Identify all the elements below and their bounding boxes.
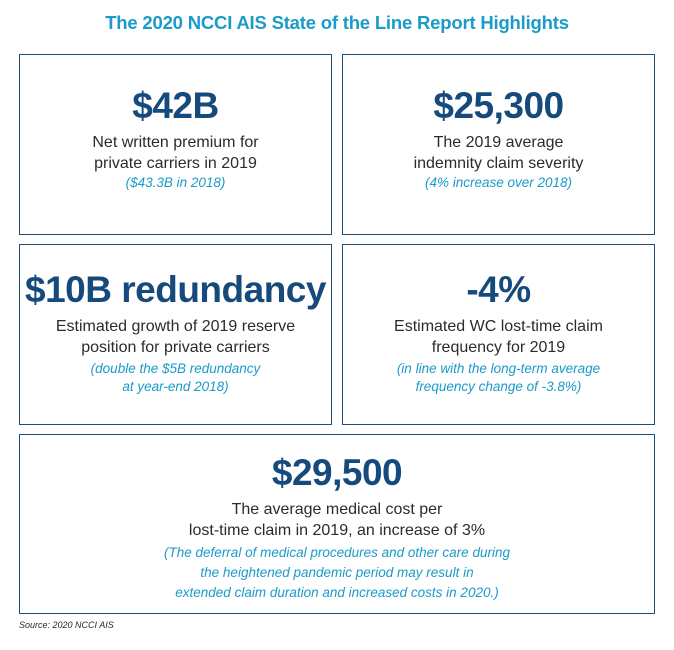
card-description: Net written premium for private carriers… xyxy=(20,132,331,174)
highlight-card-net-written-premium: $42B Net written premium for private car… xyxy=(19,54,332,235)
card-description-line: lost-time claim in 2019, an increase of … xyxy=(188,522,486,539)
card-stat: $25,300 xyxy=(433,85,564,126)
highlight-card-reserve-redundancy: $10B redundancy Estimated growth of 2019… xyxy=(19,244,332,425)
card-description-line: indemnity claim severity xyxy=(413,155,584,172)
card-note: (4% increase over 2018) xyxy=(343,174,654,192)
card-description-line: The average medical cost per xyxy=(231,501,443,518)
card-description-line: Estimated growth of 2019 reserve xyxy=(55,318,296,335)
card-note: (in line with the long-term average freq… xyxy=(343,360,654,396)
card-description: Estimated growth of 2019 reserve positio… xyxy=(20,316,331,358)
card-stat: $42B xyxy=(132,85,219,126)
card-stat: $10B redundancy xyxy=(25,269,326,310)
card-description-line: Net written premium for xyxy=(92,134,259,151)
card-description: The average medical cost per lost-time c… xyxy=(20,499,654,541)
card-note-line: (in line with the long-term average xyxy=(396,361,601,376)
card-description-line: Estimated WC lost-time claim xyxy=(394,318,603,335)
card-note: (double the $5B redundancy at year-end 2… xyxy=(20,360,331,396)
card-description: The 2019 average indemnity claim severit… xyxy=(343,132,654,174)
card-description-line: The 2019 average xyxy=(433,134,564,151)
card-note-line: at year-end 2018) xyxy=(122,379,229,394)
highlight-card-medical-cost: $29,500 The average medical cost per los… xyxy=(19,434,655,614)
card-note: (The deferral of medical procedures and … xyxy=(20,543,654,603)
card-stat: -4% xyxy=(466,269,531,310)
card-note-line: extended claim duration and increased co… xyxy=(175,585,499,600)
card-note-line: (The deferral of medical procedures and … xyxy=(164,545,510,560)
card-note-line: ($43.3B in 2018) xyxy=(125,175,226,190)
card-description: Estimated WC lost-time claim frequency f… xyxy=(343,316,654,358)
card-note-line: (4% increase over 2018) xyxy=(424,175,573,190)
source-citation: Source: 2020 NCCI AIS xyxy=(19,620,114,630)
highlight-card-claim-frequency: -4% Estimated WC lost-time claim frequen… xyxy=(342,244,655,425)
card-stat: $29,500 xyxy=(271,452,403,493)
page-title: The 2020 NCCI AIS State of the Line Repo… xyxy=(105,12,569,33)
card-description-line: frequency for 2019 xyxy=(431,339,566,356)
card-note-line: the heightened pandemic period may resul… xyxy=(200,565,474,580)
card-note-line: frequency change of -3.8%) xyxy=(415,379,582,394)
card-description-line: position for private carriers xyxy=(81,339,270,356)
card-description-line: private carriers in 2019 xyxy=(94,155,257,172)
card-note-line: (double the $5B redundancy xyxy=(90,361,261,376)
card-note: ($43.3B in 2018) xyxy=(20,174,331,192)
highlight-card-indemnity-severity: $25,300 The 2019 average indemnity claim… xyxy=(342,54,655,235)
